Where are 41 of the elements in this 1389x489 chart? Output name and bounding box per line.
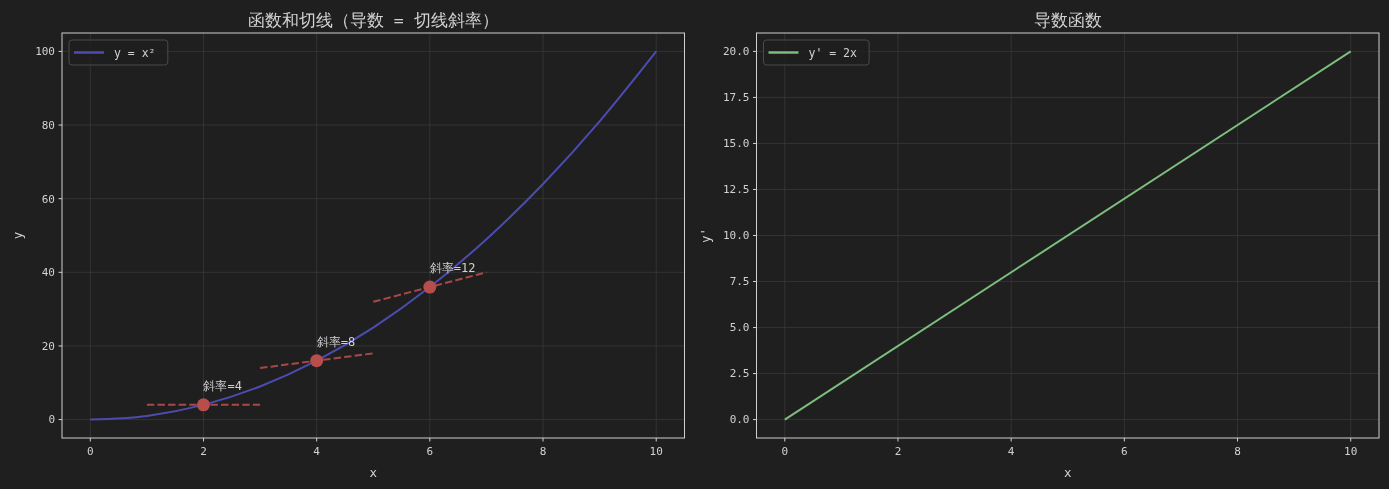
x-tick-label: 8 (539, 445, 547, 458)
y-axis-title: y' (698, 227, 714, 244)
annotation: 斜率=12 (429, 261, 476, 276)
x-tick-label: 2 (894, 445, 902, 458)
point (310, 354, 324, 368)
y-tick-label: 17.5 (723, 91, 750, 105)
y-tick-label: 40 (41, 266, 55, 280)
chart-title: 导数函数 (1033, 11, 1102, 30)
x-tick-label: 4 (313, 445, 321, 458)
x-axis-title: x (369, 465, 378, 480)
x-tick-label: 0 (781, 445, 789, 458)
legend-label: y' = 2x (808, 45, 858, 60)
x-tick-label: 10 (1344, 445, 1358, 458)
x-tick-label: 6 (426, 445, 434, 458)
y-tick-label: 100 (35, 45, 55, 59)
y-tick-label: 15.0 (723, 137, 750, 151)
x-tick-label: 0 (86, 445, 94, 458)
chart-title: 函数和切线（导数 = 切线斜率） (247, 11, 499, 30)
y-tick-label: 80 (41, 118, 55, 132)
annotation: 斜率=4 (203, 378, 242, 393)
x-tick-label: 2 (200, 445, 207, 458)
y-tick-label: 20.0 (723, 45, 750, 59)
point (423, 280, 437, 294)
y-tick-label: 5.0 (729, 321, 750, 335)
y-tick-label: 0.0 (729, 413, 750, 427)
x-tick-label: 8 (1234, 445, 1241, 458)
y-axis-title: y (10, 231, 26, 240)
x-tick-label: 10 (649, 445, 663, 458)
y-tick-label: 60 (41, 192, 55, 206)
x-tick-label: 4 (1007, 445, 1015, 458)
y-tick-label: 10.0 (723, 229, 750, 243)
x-axis-title: x (1063, 465, 1072, 480)
point (196, 398, 210, 412)
y-tick-label: 0 (48, 413, 55, 427)
y-tick-label: 20 (41, 339, 55, 353)
y-tick-label: 7.5 (729, 275, 750, 289)
x-tick-label: 6 (1121, 445, 1128, 458)
legend-label: y = x² (114, 45, 156, 60)
line-series (89, 50, 658, 421)
y-tick-label: 12.5 (723, 183, 750, 197)
y-tick-label: 2.5 (729, 367, 750, 381)
